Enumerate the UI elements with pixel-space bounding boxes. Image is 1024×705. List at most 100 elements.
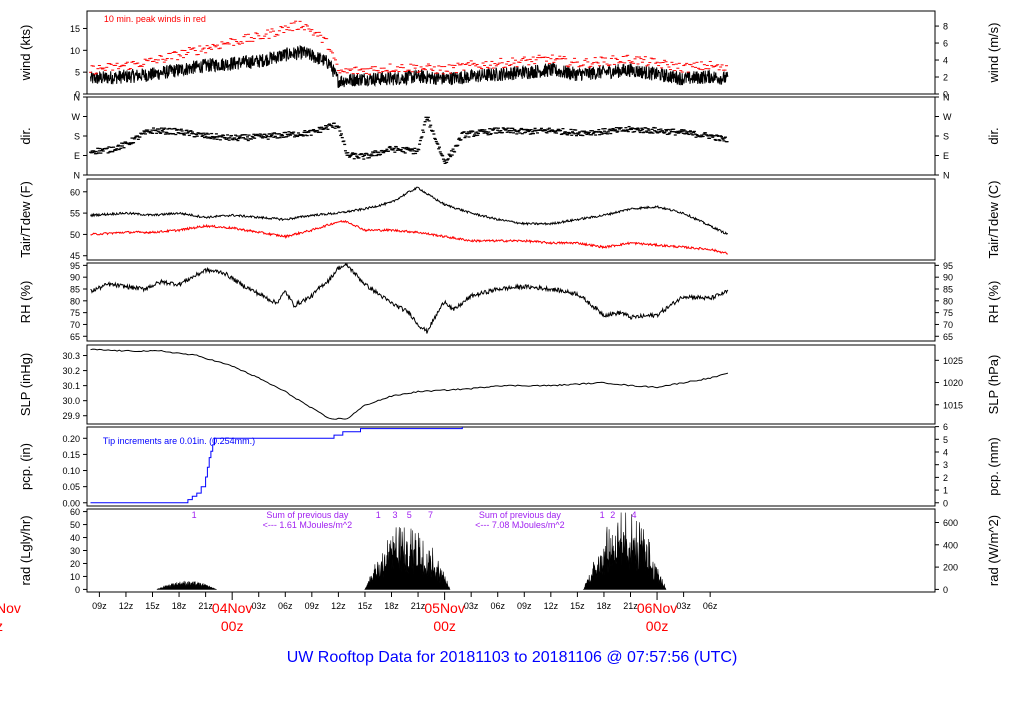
panel-rad-ytick-label: 10 [70,572,80,582]
panel-pcp-plot [90,427,463,504]
panel-rad-rad-day-1 [364,527,451,590]
panel-rh-ytick-right-label: 75 [943,308,953,318]
panel-rad-note-line1: Sum of previous day [479,510,562,520]
x-day-label: 06Nov [637,600,677,616]
panel-rh-ytick-label: 70 [70,320,80,330]
panel-wind-ytick-right-label: 0 [943,90,948,100]
panel-wind-ytick-right-label: 6 [943,39,948,49]
x-tick-label: 09z [517,601,532,611]
panel-rad-marker-label: 3 [393,510,398,520]
x-tick-label: 18z [384,601,399,611]
panel-pcp-ytick-label: 0.10 [62,466,80,476]
panel-temp-series-tair [90,186,728,235]
panel-wind-ytick-right-label: 8 [943,22,948,32]
panel-pcp-ytick-label: 0.05 [62,482,80,492]
panel-wind-ytick-label: 15 [70,24,80,34]
x-tick-label: 03z [251,601,266,611]
x-day-sub-label: 00z [646,618,669,634]
panel-temp-series-tdew [90,219,728,255]
panel-dir-ytick-right-label: E [943,151,949,161]
panel-rh-ylabel-right: RH (%) [986,281,1001,324]
panel-wind-ytick-label: 0 [75,90,80,100]
panel-slp-series-slp [90,348,729,420]
panel-dir-ytick-label: N [74,93,81,103]
panel-rh-ytick-label: 85 [70,285,80,295]
panel-slp-ytick-label: 30.0 [62,396,80,406]
panel-rad-ytick-label: 0 [75,585,80,595]
x-cut-day-label: Nov [0,600,21,616]
panel-rad-ytick-right-label: 400 [943,540,958,550]
panel-dir-ytick-label: N [74,171,81,181]
x-tick-label: 18z [597,601,612,611]
panel-rad-ylabel-right: rad (W/m^2) [986,515,1001,586]
panel-wind-annotation: 10 min. peak winds in red [104,14,206,24]
panel-pcp-ytick-label: 0.20 [62,434,80,444]
panel-wind-ytick-label: 10 [70,46,80,56]
panel-rad-plot [156,512,667,590]
panel-rh-series-rh [90,263,729,334]
panel-dir-ytick-right-label: W [943,112,952,122]
panel-slp-ytick-right-label: 1020 [943,378,963,388]
x-tick-label: 21z [198,601,213,611]
x-day-label: 04Nov [212,600,252,616]
panel-rh-ytick-label: 80 [70,296,80,306]
panel-temp-ylabel-right: Tair/Tdew (C) [986,180,1001,258]
x-tick-label: 12z [544,601,559,611]
x-tick-label: 15z [570,601,585,611]
x-tick-label: 21z [623,601,638,611]
panel-rad-ytick-right-label: 600 [943,518,958,528]
panel-rad-rad-day-0 [156,580,217,590]
panel-rad-marker-label: 5 [407,510,412,520]
panel-rh-ytick-label: 95 [70,261,80,271]
x-tick-label: 15z [145,601,160,611]
panel-dir-ytick-right-label: N [943,93,950,103]
panel-temp-frame [86,178,936,261]
panel-dir-ytick-label: S [74,132,80,142]
panel-slp-ytick-label: 30.2 [62,366,80,376]
panel-temp-ytick-label: 55 [70,209,80,219]
panel-rad-marker-label: 2 [610,510,615,520]
panel-pcp-ylabel-right: pcp. (mm) [986,437,1001,496]
x-tick-label: 09z [92,601,107,611]
panel-rh-ytick-label: 75 [70,308,80,318]
panel-rh-ytick-right-label: 80 [943,296,953,306]
x-tick-label: 06z [278,601,293,611]
panel-dir-ytick-label: W [72,112,81,122]
panel-rad-ytick-label: 40 [70,533,80,543]
panel-slp-plot [90,348,729,420]
panel-rad-marker-label: 1 [376,510,381,520]
panel-pcp-ytick-right-label: 3 [943,460,948,470]
panel-dir-plot [89,116,729,165]
panel-rad-ytick-right-label: 0 [943,585,948,595]
panel-pcp-ytick-right-label: 4 [943,447,948,457]
panel-temp-ylabel: Tair/Tdew (F) [18,181,33,258]
panel-rad-note-line1: Sum of previous day [266,510,349,520]
panel-pcp-ytick-label: 0.00 [62,498,80,508]
panel-rad-marker-label: 7 [428,510,433,520]
panel-dir-ylabel-right: dir. [986,127,1001,144]
panel-pcp-frame [86,426,936,507]
panel-wind-frame [86,10,936,95]
panel-rad-marker-label: 1 [192,510,197,520]
panel-slp-ytick-label: 29.9 [62,411,80,421]
panel-wind-plot [89,20,729,89]
x-tick-label: 03z [676,601,691,611]
panel-rad-note-line2: <--- 1.61 MJoules/m^2 [263,520,353,530]
panel-slp-ylabel-right: SLP (hPa) [986,355,1001,415]
panel-temp-ytick-label: 45 [70,251,80,261]
x-day-sub-label: 00z [433,618,456,634]
panel-dir-ytick-right-label: N [943,171,950,181]
panel-rh-ytick-right-label: 90 [943,273,953,283]
panel-pcp-ytick-right-label: 1 [943,486,948,496]
panel-slp-ytick-label: 30.1 [62,381,80,391]
panel-rad-ytick-label: 50 [70,520,80,530]
x-tick-label: 15z [358,601,373,611]
panel-pcp-annotation: Tip increments are 0.01in. (0.254mm.) [103,436,255,446]
panel-rad-ytick-label: 30 [70,546,80,556]
x-cut-day-sub-label: z [0,618,3,634]
page-title: UW Rooftop Data for 20181103 to 20181106… [286,649,738,666]
panel-rh-ytick-right-label: 95 [943,261,953,271]
panel-slp-ytick-label: 30.3 [62,351,80,361]
panel-rh-ytick-right-label: 85 [943,285,953,295]
